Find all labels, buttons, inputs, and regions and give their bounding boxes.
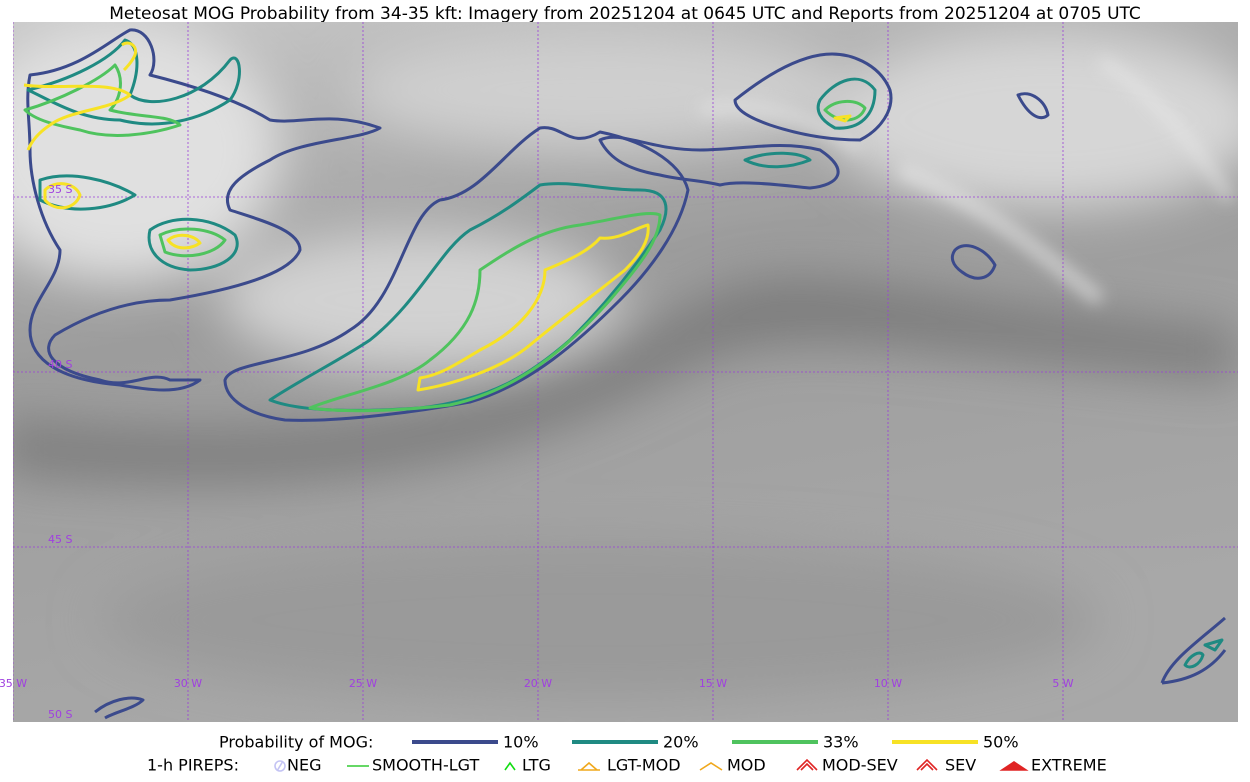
contour-50: [833, 114, 852, 123]
legend-title: Probability of MOG:: [219, 733, 373, 752]
contour-33: [308, 211, 662, 413]
contour-10: [94, 696, 145, 720]
contour-20: [147, 217, 239, 272]
lon-label: 20 W: [524, 677, 552, 690]
contour-20: [816, 77, 877, 130]
title: Meteosat MOG Probability from 34-35 kft:…: [109, 4, 1141, 24]
geo-labels: 35 S 40 S 45 S 50 S 35 W 30 W 25 W 20 W 15 W 10 W…: [0, 183, 1074, 721]
cloud-texture: [13, 22, 1238, 700]
pirep-icon: [504, 761, 516, 771]
lat-label: 40 S: [48, 358, 72, 371]
lon-label: 30 W: [174, 677, 202, 690]
map: [13, 22, 1238, 722]
contour-50: [23, 41, 138, 151]
contour-20: [268, 182, 668, 412]
contour-10: [950, 244, 997, 280]
pirep-icon: [699, 762, 723, 771]
contour-10: [1016, 92, 1050, 120]
graticule: [13, 22, 1238, 722]
contour-50: [43, 182, 82, 210]
contour-10: [26, 28, 382, 392]
contour-10: [223, 126, 690, 422]
contour-33: [23, 63, 182, 137]
legend-label: NEG: [287, 756, 321, 775]
legend-label: 20%: [663, 733, 699, 752]
legend-label: LTG: [522, 756, 551, 775]
lon-label: 25 W: [349, 677, 377, 690]
contour-10: [598, 135, 840, 190]
lat-label: 50 S: [48, 708, 72, 721]
contour-10: [1160, 616, 1227, 685]
contour-20: [1183, 638, 1224, 669]
lon-label: 5 W: [1052, 677, 1073, 690]
contour-33: [158, 227, 227, 258]
lon-label: 35 W: [0, 677, 27, 690]
legend-label: 10%: [503, 733, 539, 752]
legend: Probability of MOG: 10% 20% 33% 50% 1-h PIREP…: [147, 733, 1107, 775]
pirep-icon: [999, 761, 1029, 771]
legend-label: LGT-MOD: [607, 756, 681, 775]
legend-label: 33%: [823, 733, 859, 752]
contour-50: [166, 233, 202, 250]
pirep-icon: [916, 758, 938, 771]
legend-title: 1-h PIREPS:: [147, 756, 239, 775]
lon-label: 10 W: [874, 677, 902, 690]
contours: [23, 28, 1227, 720]
contour-50: [416, 223, 650, 392]
pirep-icon: [578, 761, 600, 771]
legend-label: SEV: [945, 756, 976, 775]
contour-10: [733, 52, 893, 142]
pirep-icon: [796, 758, 818, 771]
contour-20: [743, 151, 812, 169]
contour-20: [26, 38, 241, 126]
pirep-icon: [274, 760, 286, 772]
lat-label: 35 S: [48, 183, 72, 196]
legend-label: MOD: [727, 756, 766, 775]
legend-label: SMOOTH-LGT: [372, 756, 479, 775]
lat-label: 45 S: [48, 533, 72, 546]
legend-label: MOD-SEV: [822, 756, 898, 775]
legend-label: 50%: [983, 733, 1019, 752]
legend-label: EXTREME: [1031, 756, 1107, 775]
lon-label: 15 W: [699, 677, 727, 690]
